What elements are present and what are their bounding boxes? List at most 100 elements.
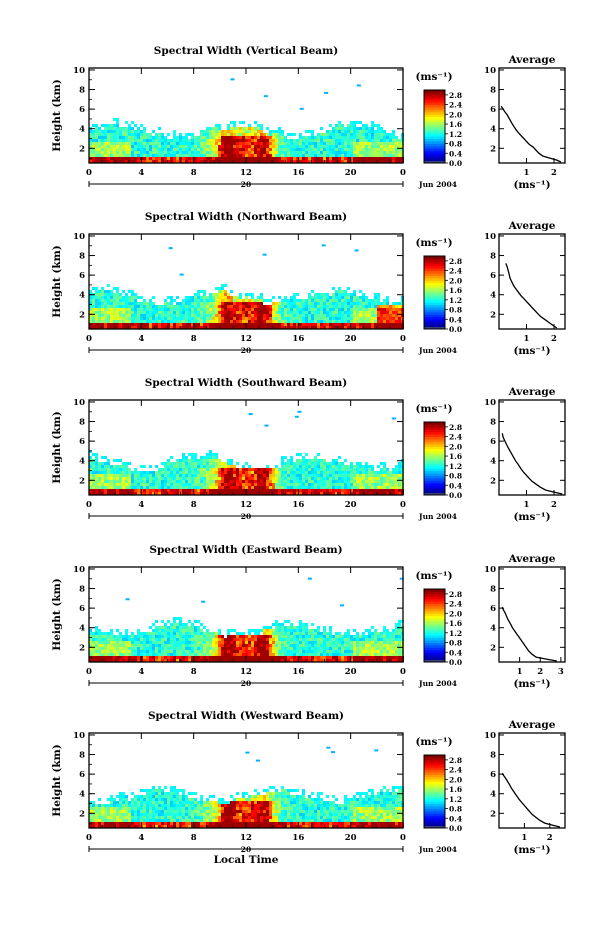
profile-y-tick-label: 4 xyxy=(490,125,496,135)
colorbar-swatch xyxy=(424,136,445,140)
profile-x-tick-label: 1 xyxy=(524,500,530,510)
x-tick-label: 4 xyxy=(138,667,144,677)
colorbar-tick-label: 2.4 xyxy=(449,600,462,609)
profile-x-tick-label: 1 xyxy=(524,334,530,344)
colorbar-unit: (ms⁻¹) xyxy=(415,237,452,249)
colorbar-swatch xyxy=(424,465,445,469)
colorbar-swatch xyxy=(424,124,445,127)
colorbar-tick-label: 0.0 xyxy=(449,491,462,500)
colorbar-tick-label: 1.6 xyxy=(449,785,462,794)
colorbar-swatch xyxy=(424,654,445,658)
x-tick-label: 0 xyxy=(86,833,92,843)
profile-x-tick-label: 2 xyxy=(551,334,557,344)
colorbar-swatch xyxy=(424,126,445,130)
colorbar-frame xyxy=(423,255,446,330)
colorbar-frame xyxy=(423,89,446,164)
colorbar-tick-label: 2.0 xyxy=(449,775,462,784)
colorbar-swatch xyxy=(424,456,445,459)
colorbar-swatch xyxy=(424,823,445,826)
profile-y-tick-label: 4 xyxy=(490,790,496,800)
profile-x-label: (ms⁻¹) xyxy=(513,345,550,357)
date-axis-day: 20 xyxy=(241,845,251,854)
colorbar-swatch xyxy=(424,324,445,327)
y-tick-label: 8 xyxy=(79,585,85,595)
profile-title: Average xyxy=(508,54,556,66)
y-tick-label: 4 xyxy=(79,291,85,301)
profile-y-tick-label: 6 xyxy=(490,604,496,614)
colorbar-swatch xyxy=(424,99,445,103)
x-tick-label: 16 xyxy=(292,833,304,843)
colorbar-tick-label: 1.6 xyxy=(449,619,462,628)
colorbar-swatch xyxy=(424,659,445,663)
colorbar-swatch xyxy=(424,92,445,96)
colorbar-swatch xyxy=(424,779,445,783)
colorbar-swatch xyxy=(424,275,445,279)
y-tick-label: 6 xyxy=(79,105,85,115)
profile-y-tick-label: 6 xyxy=(490,271,496,281)
colorbar-swatch xyxy=(424,319,445,323)
profile-y-tick-label: 6 xyxy=(490,105,496,115)
colorbar-tick-label: 0.0 xyxy=(449,325,462,334)
colorbar-tick-label: 2.0 xyxy=(449,110,462,119)
y-tick-label: 8 xyxy=(79,751,85,761)
colorbar-swatch xyxy=(424,492,445,496)
colorbar-swatch xyxy=(424,772,445,775)
profile-line xyxy=(505,263,558,329)
y-axis-label: Height (km) xyxy=(51,744,63,816)
profile-y-tick-label: 8 xyxy=(490,86,496,96)
colorbar-swatch xyxy=(424,480,445,484)
colorbar-tick-label: 2.4 xyxy=(449,101,462,110)
x-tick-label: 8 xyxy=(191,833,197,843)
colorbar-tick-label: 0.4 xyxy=(449,648,462,657)
colorbar-tick-label: 0.8 xyxy=(449,472,462,481)
y-tick-label: 2 xyxy=(79,144,85,154)
profile-x-tick-label: 2 xyxy=(547,833,553,843)
colorbar-tick-label: 2.0 xyxy=(449,609,462,618)
profile-y-tick-label: 4 xyxy=(490,624,496,634)
profile-title: Average xyxy=(508,220,556,232)
colorbar-swatch xyxy=(424,810,445,814)
colorbar-swatch xyxy=(424,446,445,450)
colorbar-swatch xyxy=(424,426,445,430)
colorbar-frame xyxy=(423,588,446,663)
profile-y-tick-label: 4 xyxy=(490,457,496,467)
colorbar-swatch xyxy=(424,757,445,761)
colorbar-unit: (ms⁻¹) xyxy=(415,736,452,748)
colorbar-tick-label: 0.0 xyxy=(449,159,462,168)
colorbar-swatch xyxy=(424,642,445,646)
profile-x-label: (ms⁻¹) xyxy=(513,678,550,690)
y-tick-label: 8 xyxy=(79,86,85,96)
colorbar-swatch xyxy=(424,441,445,445)
x-tick-label: 0 xyxy=(86,500,92,510)
colorbar-frame xyxy=(423,754,446,829)
colorbar-swatch xyxy=(424,482,445,486)
colorbar-unit: (ms⁻¹) xyxy=(415,570,452,582)
colorbar-swatch xyxy=(424,302,445,306)
colorbar-swatch xyxy=(424,131,445,135)
profile-y-tick-label: 10 xyxy=(484,565,496,575)
x-tick-label: 20 xyxy=(345,168,357,178)
colorbar-swatch xyxy=(424,647,445,651)
colorbar: 0.00.40.81.21.62.02.42.8 (ms⁻¹) xyxy=(415,736,462,833)
y-tick-label: 10 xyxy=(73,232,85,242)
colorbar-swatch xyxy=(424,640,445,643)
colorbar-tick-label: 0.8 xyxy=(449,805,462,814)
y-tick-label: 4 xyxy=(79,457,85,467)
colorbar-swatch xyxy=(424,431,445,435)
colorbar: 0.00.40.81.21.62.02.42.8 (ms⁻¹) xyxy=(415,237,462,334)
y-tick-label: 10 xyxy=(73,398,85,408)
colorbar-swatch xyxy=(424,326,445,330)
colorbar-swatch xyxy=(424,613,445,617)
colorbar-swatch xyxy=(424,603,445,607)
colorbar-swatch xyxy=(424,618,445,622)
y-tick-label: 8 xyxy=(79,252,85,262)
colorbar-swatch xyxy=(424,490,445,493)
colorbar-swatch xyxy=(424,311,445,315)
date-axis-label: Jun 2004 xyxy=(418,845,457,854)
y-tick-label: 6 xyxy=(79,271,85,281)
colorbar-swatch xyxy=(424,287,445,291)
colorbar-swatch xyxy=(424,448,445,452)
profile-frame xyxy=(498,566,566,663)
x-axis-label: Local Time xyxy=(214,854,279,866)
